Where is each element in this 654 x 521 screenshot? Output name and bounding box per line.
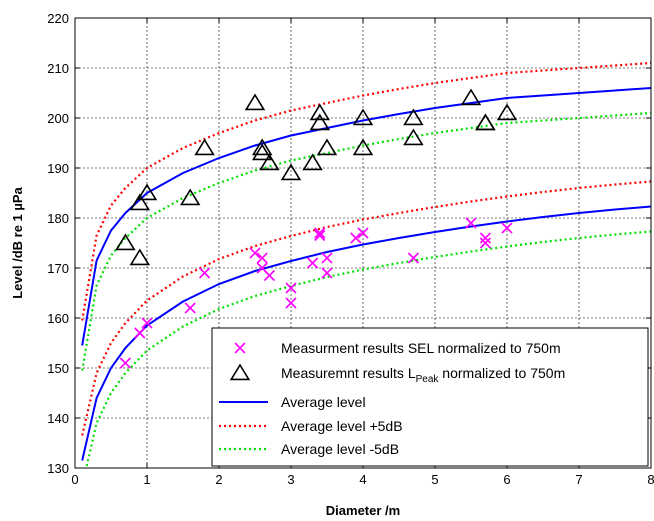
peak-marker [136,183,158,201]
peak-marker [460,88,482,106]
legend-sel-marker [234,342,246,354]
peak-marker [352,138,374,156]
peak-marker [475,113,496,131]
sel-marker [357,227,369,239]
peak-marker [115,233,136,251]
sel-marker [321,267,333,279]
peak-marker [179,188,201,206]
y-tick-label: 180 [47,211,69,226]
legend-label-text: Measuremnt results L [281,365,416,381]
legend-label-2: Average level [281,394,366,410]
legend-peak-marker [229,363,251,381]
x-axis-title: Diameter /m [326,503,400,518]
legend: Measurment results SEL normalized to 750… [211,327,649,467]
sel-marker [199,267,211,279]
legend-label-text: Measurment results SEL normalized to 750… [281,340,561,356]
y-tick-label: 210 [47,61,69,76]
peak-marker [129,248,151,266]
x-tick-label: 3 [287,472,294,487]
peak-marker [403,128,424,146]
sel-marker [501,222,513,234]
legend-label-suffix: normalized to 750m [438,365,565,381]
y-tick-label: 150 [47,361,69,376]
legend-label-text: Average level [281,394,366,410]
sel-marker [256,252,268,264]
x-tick-label: 6 [503,472,510,487]
peak-marker [352,108,374,126]
y-tick-label: 220 [47,11,69,26]
peak-marker [316,138,338,156]
x-tick-label: 4 [359,472,366,487]
x-tick-label: 0 [71,472,78,487]
sel-marker [184,302,196,314]
peak-marker [309,113,331,131]
peak-marker [403,108,424,126]
sel-marker [314,227,326,239]
sel-marker [350,232,362,244]
peak-marker [309,103,331,121]
sel-marker [249,247,261,259]
x-tick-label: 1 [143,472,150,487]
y-axis-title: Level /dB re 1 µPa [10,186,25,298]
sel-marker [314,229,326,242]
peak-marker [259,153,280,171]
grid [74,17,652,469]
peak-marker [251,143,273,161]
sel-marker [141,317,153,329]
y-tick-label: 140 [47,411,69,426]
y-tick-label: 200 [47,111,69,126]
x-tick-label: 8 [647,472,654,487]
sel-marker [119,357,131,369]
y-tick-label: 130 [47,461,69,476]
peak-marker [251,138,273,156]
legend-box [211,327,649,467]
legend-label-1: Measuremnt results LPeak normalized to 7… [281,365,565,385]
sel-marker [479,237,491,249]
x-tick-label: 7 [575,472,582,487]
y-tick-label: 190 [47,161,69,176]
legend-label-3: Average level +5dB [281,418,403,434]
peak-marker [302,153,323,171]
series-line-2-1 [81,205,651,461]
peak-marker [496,103,518,121]
sel-marker [307,257,319,269]
series-markers [115,88,518,369]
sel-marker [479,232,491,244]
peak-marker [194,138,215,156]
sel-marker [285,297,297,309]
legend-label-text: Average level -5dB [281,441,399,457]
y-tick-label: 170 [47,261,69,276]
sel-marker [285,282,297,294]
axis-ticks: 0 1 2 3 4 5 6 7 8 130 140 150 160 170 180 190 200 210 220 [47,11,654,487]
x-tick-label: 2 [215,472,222,487]
sel-marker [263,269,275,282]
legend-label-subscript: Peak [416,374,440,385]
legend-label-4: Average level -5dB [281,441,399,457]
peak-marker [280,163,302,181]
peak-marker [129,193,151,211]
sel-marker [134,327,146,339]
y-tick-label: 160 [47,311,69,326]
sel-marker [321,252,333,264]
sel-marker [465,217,477,229]
sel-marker [407,252,419,264]
x-tick-label: 5 [431,472,438,487]
legend-label-0: Measurment results SEL normalized to 750… [281,340,561,356]
legend-label-text: Average level +5dB [281,418,403,434]
peak-marker [244,93,266,111]
